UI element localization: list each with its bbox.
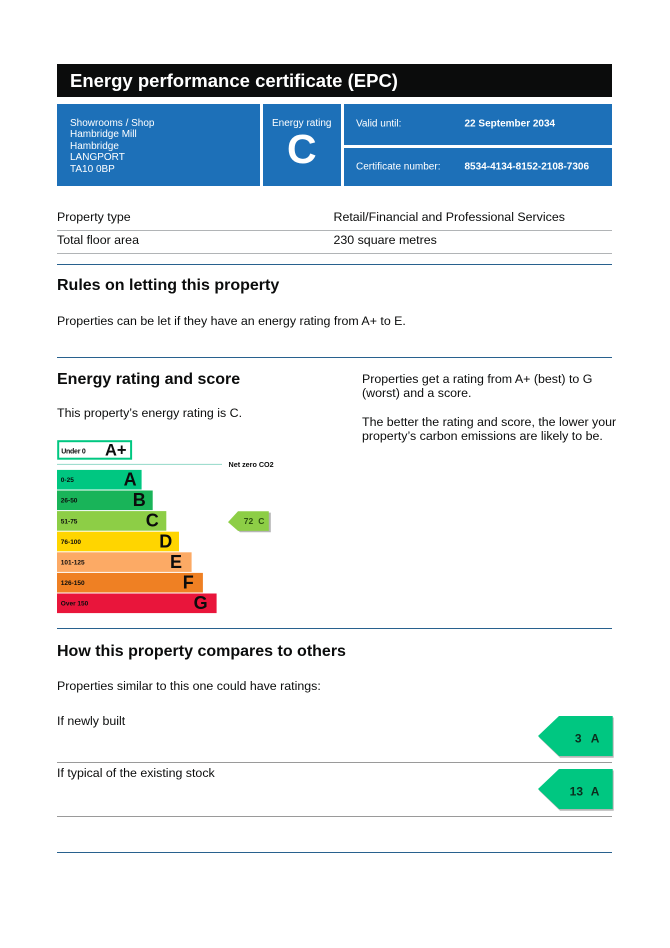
svg-text:A: A — [124, 470, 137, 490]
svg-text:Under 0: Under 0 — [61, 448, 86, 455]
svg-text:G: G — [194, 593, 208, 613]
svg-text:E: E — [170, 552, 182, 572]
svg-text:76-100: 76-100 — [61, 539, 82, 546]
svg-text:51-75: 51-75 — [61, 518, 78, 525]
svg-text:26-50: 26-50 — [61, 498, 78, 505]
svg-text:13: 13 — [570, 785, 584, 799]
svg-text:72: 72 — [244, 516, 254, 526]
svg-text:101-125: 101-125 — [61, 560, 85, 567]
svg-text:3: 3 — [575, 731, 582, 745]
svg-text:B: B — [133, 490, 146, 510]
svg-text:F: F — [183, 573, 194, 593]
svg-text:Net zero CO2: Net zero CO2 — [229, 460, 274, 469]
svg-text:A: A — [591, 785, 600, 799]
svg-text:A: A — [591, 731, 600, 745]
svg-text:D: D — [159, 531, 172, 551]
svg-text:Over 150: Over 150 — [61, 601, 89, 608]
svg-text:0-25: 0-25 — [61, 477, 74, 484]
svg-text:C: C — [146, 511, 159, 531]
svg-text:C: C — [258, 516, 264, 526]
svg-text:A+: A+ — [105, 442, 127, 460]
svg-text:126-150: 126-150 — [61, 580, 85, 587]
